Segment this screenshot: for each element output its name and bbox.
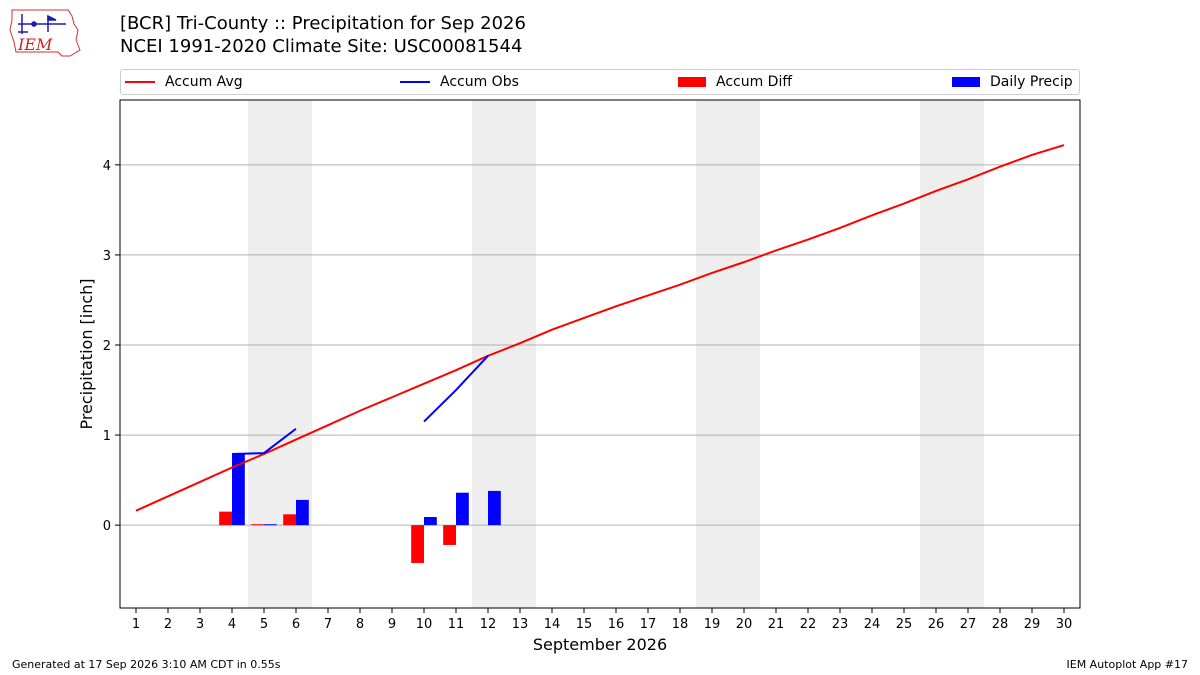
- x-tick-label-5: 5: [260, 617, 268, 632]
- plot-frame: [119, 99, 1081, 609]
- accum-obs-line-segment-1: [231, 427, 297, 455]
- chart-subtitle: NCEI 1991-2020 Climate Site: USC00081544: [120, 36, 523, 57]
- x-tick-label-16: 16: [608, 617, 625, 632]
- accum-diff-bar-day-5: [251, 524, 264, 526]
- legend-item-accum-obs: Accum Obs: [400, 74, 519, 90]
- legend-label-daily-precip: Daily Precip: [990, 74, 1073, 90]
- x-tick-label-6: 6: [292, 617, 300, 632]
- y-axis-label: Precipitation [inch]: [77, 278, 96, 429]
- legend-item-accum-diff: Accum Diff: [678, 74, 792, 90]
- x-tick-label-26: 26: [928, 617, 945, 632]
- weekend-shade-day-12: [472, 100, 504, 608]
- x-tick-label-11: 11: [448, 617, 465, 632]
- x-tick-label-25: 25: [896, 617, 913, 632]
- x-tick-label-29: 29: [1024, 617, 1041, 632]
- x-tick-label-7: 7: [324, 617, 332, 632]
- chart-title-block: [BCR] Tri-County :: Precipitation for Se…: [120, 12, 526, 58]
- daily-precip-bar-day-5: [264, 524, 277, 526]
- x-tick-label-30: 30: [1056, 617, 1073, 632]
- legend-label-accum-diff: Accum Diff: [716, 74, 793, 90]
- y-tick-label-1: 1: [103, 429, 111, 444]
- generated-timestamp: Generated at 17 Sep 2026 3:10 AM CDT in …: [12, 658, 281, 671]
- x-axis-label: September 2026: [533, 635, 667, 654]
- y-tick-label-2: 2: [103, 339, 111, 354]
- accum-diff-bar-day-4: [219, 511, 232, 526]
- daily-precip-bar-day-6: [296, 499, 309, 526]
- weekend-shade-day-5: [248, 100, 280, 608]
- weekend-shade-day-13: [504, 100, 536, 608]
- x-tick-label-8: 8: [356, 617, 364, 632]
- weekend-shade-day-26: [920, 100, 952, 608]
- legend-swatch-accum-avg: [125, 81, 155, 83]
- accum-avg-line: [135, 144, 1065, 512]
- legend-swatch-accum-diff: [678, 77, 706, 87]
- chart-title: [BCR] Tri-County :: Precipitation for Se…: [120, 13, 526, 34]
- autoplot-app-label: IEM Autoplot App #17: [1066, 658, 1189, 671]
- y-tick-label-0: 0: [103, 519, 111, 534]
- x-tick-label-4: 4: [228, 617, 236, 632]
- daily-precip-bar-day-11: [456, 492, 469, 526]
- weekend-shade-day-6: [280, 100, 312, 608]
- x-tick-label-28: 28: [992, 617, 1009, 632]
- x-tick-label-17: 17: [640, 617, 657, 632]
- accum-diff-bar-day-11: [443, 525, 456, 545]
- x-tick-label-12: 12: [480, 617, 497, 632]
- x-tick-label-14: 14: [544, 617, 561, 632]
- x-tick-label-19: 19: [704, 617, 721, 632]
- x-tick-label-21: 21: [768, 617, 785, 632]
- legend-label-accum-avg: Accum Avg: [165, 74, 243, 90]
- accum-diff-bar-day-6: [283, 514, 296, 526]
- legend-swatch-daily-precip: [952, 77, 980, 87]
- weekend-shade-day-27: [952, 100, 984, 608]
- daily-precip-bar-day-4: [232, 453, 245, 526]
- logo-text: IEM: [17, 35, 53, 54]
- x-tick-label-22: 22: [800, 617, 817, 632]
- x-tick-label-27: 27: [960, 617, 977, 632]
- daily-precip-bar-day-12: [488, 490, 501, 526]
- weekend-shade-day-19: [696, 100, 728, 608]
- x-tick-label-10: 10: [416, 617, 433, 632]
- x-tick-label-1: 1: [132, 617, 140, 632]
- weekend-shade-day-20: [728, 100, 760, 608]
- iem-logo: IEM: [9, 9, 81, 57]
- legend-swatch-accum-obs: [400, 81, 430, 83]
- chart-legend: Accum Avg Accum Obs Accum Diff Daily Pre…: [120, 69, 1080, 95]
- x-tick-label-18: 18: [672, 617, 689, 632]
- accum-diff-bar-day-10: [411, 525, 424, 563]
- legend-item-daily-precip: Daily Precip: [952, 74, 1073, 90]
- accum-obs-line-segment-2: [423, 355, 489, 423]
- x-tick-label-23: 23: [832, 617, 849, 632]
- x-tick-label-9: 9: [388, 617, 396, 632]
- x-tick-label-24: 24: [864, 617, 881, 632]
- legend-label-accum-obs: Accum Obs: [440, 74, 519, 90]
- y-tick-label-4: 4: [103, 159, 111, 174]
- legend-item-accum-avg: Accum Avg: [125, 74, 243, 90]
- x-tick-label-2: 2: [164, 617, 172, 632]
- x-tick-label-13: 13: [512, 617, 529, 632]
- y-tick-label-3: 3: [103, 249, 111, 264]
- x-tick-label-15: 15: [576, 617, 593, 632]
- daily-precip-bar-day-10: [424, 517, 437, 526]
- x-tick-label-3: 3: [196, 617, 204, 632]
- x-tick-label-20: 20: [736, 617, 753, 632]
